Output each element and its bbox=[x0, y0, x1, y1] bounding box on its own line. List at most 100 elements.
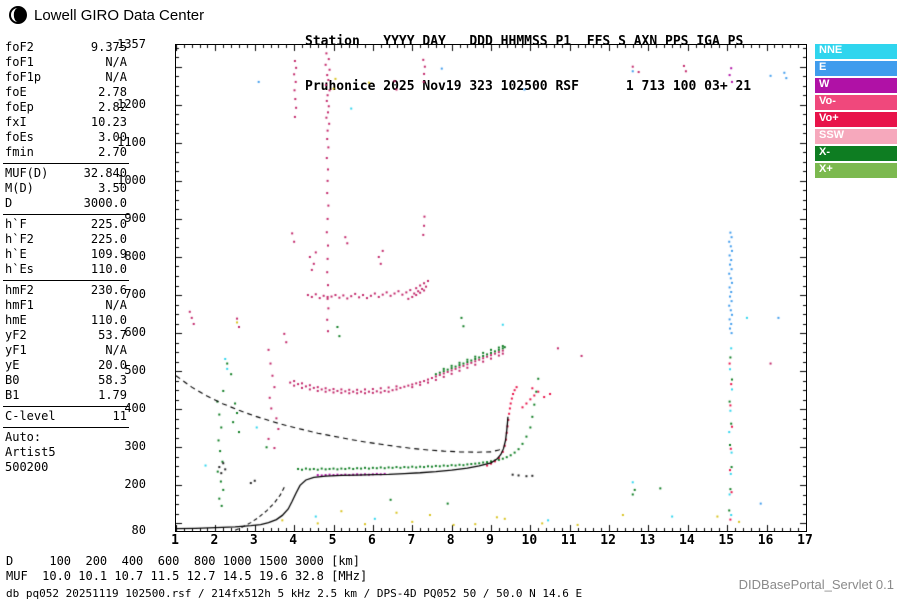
logo-text: Lowell GIRO Data Center bbox=[34, 6, 205, 24]
param-value: N/A bbox=[105, 298, 127, 312]
param-label: 500200 bbox=[5, 460, 49, 474]
y-tick-label: 600 bbox=[124, 325, 146, 340]
param-label: Artist5 bbox=[5, 445, 56, 459]
param-value: 53.7 bbox=[98, 328, 127, 342]
status-line: db pq052 20251119 102500.rsf / 214fx512h… bbox=[6, 587, 583, 600]
param-hmf1: hmF1 N/A bbox=[3, 298, 129, 313]
param-fof1: foF1 N/A bbox=[3, 55, 129, 70]
y-tick-label: 800 bbox=[124, 248, 146, 263]
x-tick-label: 15 bbox=[718, 533, 735, 548]
param-label: B1 bbox=[5, 388, 20, 402]
param-label: fxI bbox=[5, 115, 27, 129]
param-label: yF1 bbox=[5, 343, 27, 357]
param-value: 3.00 bbox=[98, 130, 127, 144]
servlet-label: DIDBasePortal_Servlet 0.1 bbox=[738, 577, 894, 592]
param-value: 9.375 bbox=[90, 40, 127, 54]
legend-item-vo-: Vo- bbox=[815, 95, 897, 110]
x-tick-label: 5 bbox=[328, 533, 337, 548]
y-tick-label: 1000 bbox=[117, 172, 146, 187]
param-d: D 3000.0 bbox=[3, 196, 129, 211]
param-label: B0 bbox=[5, 373, 20, 387]
param-group: foF2 9.375 foF1 N/A foF1p N/A foE 2.78 foEp 2.82 f… bbox=[3, 38, 129, 164]
legend-item-x-: X- bbox=[815, 146, 897, 161]
param-value: 2.70 bbox=[98, 145, 127, 159]
param-label: foF1 bbox=[5, 55, 34, 69]
param-hmf2: hmF2 230.6 bbox=[3, 283, 129, 298]
y-tick-label: 300 bbox=[124, 439, 146, 454]
param-panel: foF2 9.375 foF1 N/A foF1p N/A foE 2.78 foEp 2.82 f… bbox=[3, 38, 129, 478]
legend-item-w: W bbox=[815, 78, 897, 93]
y-tick-label: 900 bbox=[124, 210, 146, 225]
y-tick-label: 500 bbox=[124, 363, 146, 378]
param-label: hmF2 bbox=[5, 283, 34, 297]
param-label: D bbox=[5, 196, 13, 210]
param-label: foF1p bbox=[5, 70, 42, 84]
param-label: h`E bbox=[5, 247, 27, 261]
param-label: foF2 bbox=[5, 40, 34, 54]
y-tick-label: 80 bbox=[131, 523, 146, 537]
d-row: D 100 200 400 600 800 1000 1500 3000 [km… bbox=[6, 554, 361, 568]
param-b1: B1 1.79 bbox=[3, 388, 129, 403]
x-tick-label: 9 bbox=[486, 533, 494, 548]
x-tick-label: 8 bbox=[446, 533, 455, 548]
legend-item-e: E bbox=[815, 61, 897, 76]
param-value: 110.0 bbox=[90, 313, 127, 327]
param-value: 2.78 bbox=[98, 85, 127, 99]
muf-row: MUF 10.0 10.1 10.7 11.5 12.7 14.5 19.6 3… bbox=[6, 569, 368, 583]
param-m-d-: M(D) 3.50 bbox=[3, 181, 129, 196]
param-group: h`F 225.0 h`F2 225.0 h`E 109.9 h`Es 110.0 bbox=[3, 215, 129, 281]
param-yf2: yF2 53.7 bbox=[3, 328, 129, 343]
param-h-f2: h`F2 225.0 bbox=[3, 232, 129, 247]
legend: NNE E W Vo- Vo+ SSW X- X+ bbox=[815, 44, 897, 180]
param-value: 3.50 bbox=[98, 181, 127, 195]
param-label: hmE bbox=[5, 313, 27, 327]
y-tick-label: 1100 bbox=[117, 134, 146, 149]
param-label: C-level bbox=[5, 409, 56, 423]
param-auto-: Auto: bbox=[3, 430, 129, 445]
param-fof1p: foF1p N/A bbox=[3, 70, 129, 85]
param-value: 3000.0 bbox=[83, 196, 127, 210]
x-tick-label: 3 bbox=[249, 533, 258, 548]
param-label: hmF1 bbox=[5, 298, 34, 312]
param-foep: foEp 2.82 bbox=[3, 100, 129, 115]
param-hme: hmE 110.0 bbox=[3, 313, 129, 328]
param-value: 110.0 bbox=[90, 262, 127, 276]
param-value: 2.82 bbox=[98, 100, 127, 114]
x-tick-label: 16 bbox=[757, 533, 774, 548]
param-value: 11 bbox=[112, 409, 127, 423]
param-value: N/A bbox=[105, 55, 127, 69]
y-tick-label: 700 bbox=[124, 287, 146, 302]
param-yf1: yF1 N/A bbox=[3, 343, 129, 358]
param-h-e: h`E 109.9 bbox=[3, 247, 129, 262]
param-value: N/A bbox=[105, 343, 127, 357]
param-group: Auto: Artist5 500200 bbox=[3, 428, 129, 478]
param-label: foEs bbox=[5, 130, 34, 144]
x-tick-label: 7 bbox=[407, 533, 416, 548]
x-tick-label: 2 bbox=[210, 533, 219, 548]
y-tick-label: 400 bbox=[124, 401, 146, 416]
legend-item-nne: NNE bbox=[815, 44, 897, 59]
param-label: h`F bbox=[5, 217, 27, 231]
param-label: fmin bbox=[5, 145, 34, 159]
x-tick-label: 6 bbox=[367, 533, 376, 548]
giro-logo-icon bbox=[9, 6, 27, 24]
x-tick-label: 1 bbox=[171, 533, 179, 548]
x-tick-label: 11 bbox=[560, 533, 577, 548]
param-label: M(D) bbox=[5, 181, 34, 195]
param-fxi: fxI 10.23 bbox=[3, 115, 129, 130]
param-fmin: fmin 2.70 bbox=[3, 145, 129, 160]
param-artist5: Artist5 bbox=[3, 445, 129, 460]
param-value: N/A bbox=[105, 70, 127, 84]
x-tick-label: 10 bbox=[521, 533, 538, 548]
param-label: yF2 bbox=[5, 328, 27, 342]
x-tick-label: 4 bbox=[289, 533, 298, 548]
param-label: h`F2 bbox=[5, 232, 34, 246]
param-label: foEp bbox=[5, 100, 34, 114]
param-value: 58.3 bbox=[98, 373, 127, 387]
y-tick-label: 1357 bbox=[117, 37, 146, 51]
param-c-level: C-level 11 bbox=[3, 409, 129, 424]
param-value: 225.0 bbox=[90, 232, 127, 246]
param-foes: foEs 3.00 bbox=[3, 130, 129, 145]
param-value: 32.840 bbox=[83, 166, 127, 180]
param-muf-d-: MUF(D) 32.840 bbox=[3, 166, 129, 181]
